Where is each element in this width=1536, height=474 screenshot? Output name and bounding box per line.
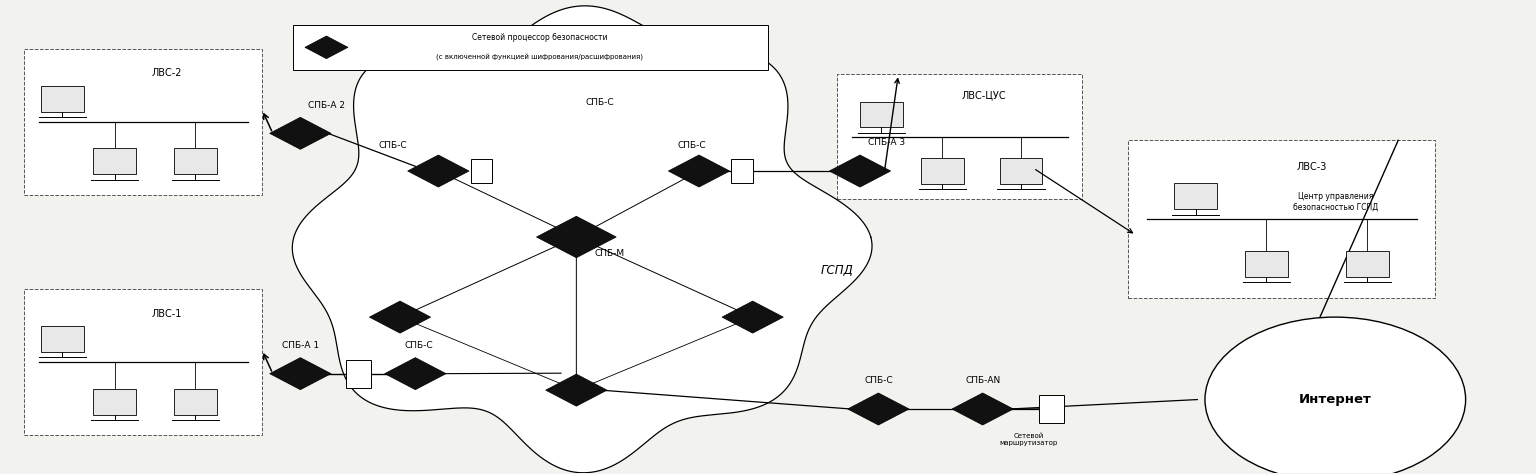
Polygon shape xyxy=(952,393,1014,425)
Text: СПБ-АN: СПБ-АN xyxy=(965,376,1000,385)
Text: СПБ-А 2: СПБ-А 2 xyxy=(309,101,346,110)
Text: ЛВС-ЦУС: ЛВС-ЦУС xyxy=(962,91,1006,100)
Polygon shape xyxy=(270,117,332,149)
FancyBboxPatch shape xyxy=(174,148,217,174)
Text: СПБ-А 3: СПБ-А 3 xyxy=(868,138,905,147)
Text: ЛВС-1: ЛВС-1 xyxy=(152,309,183,319)
Polygon shape xyxy=(369,301,430,333)
Text: Сетевой процессор безопасности: Сетевой процессор безопасности xyxy=(472,33,608,42)
Text: СПБ-М: СПБ-М xyxy=(594,249,625,258)
Polygon shape xyxy=(848,393,909,425)
Text: СПБ-С: СПБ-С xyxy=(378,141,407,150)
FancyBboxPatch shape xyxy=(41,326,84,352)
Text: Сетевой
маршрутизатор: Сетевой маршрутизатор xyxy=(1000,433,1058,446)
Text: ЛВС-3: ЛВС-3 xyxy=(1296,162,1327,172)
FancyBboxPatch shape xyxy=(1129,140,1435,298)
FancyBboxPatch shape xyxy=(1244,251,1287,277)
FancyBboxPatch shape xyxy=(25,289,263,435)
FancyBboxPatch shape xyxy=(1000,158,1043,183)
Text: СПБ-С: СПБ-С xyxy=(404,341,433,350)
Text: Интернет: Интернет xyxy=(1299,393,1372,406)
FancyBboxPatch shape xyxy=(837,74,1083,199)
Polygon shape xyxy=(384,357,445,390)
Text: Центр управления
безопасностью ГСПД: Центр управления безопасностью ГСПД xyxy=(1293,192,1378,211)
Text: СПБ-С: СПБ-С xyxy=(865,376,892,385)
Text: ЛВС-2: ЛВС-2 xyxy=(152,68,183,78)
FancyBboxPatch shape xyxy=(1175,183,1217,209)
FancyBboxPatch shape xyxy=(1346,251,1389,277)
FancyBboxPatch shape xyxy=(25,48,263,195)
Ellipse shape xyxy=(1204,317,1465,474)
Polygon shape xyxy=(292,6,872,473)
Polygon shape xyxy=(270,357,332,390)
Text: СПБ-С: СПБ-С xyxy=(585,99,614,108)
FancyBboxPatch shape xyxy=(922,158,965,183)
Text: СПБ-А 1: СПБ-А 1 xyxy=(281,341,319,350)
Text: (с включенной функцией шифрования/расшифрования): (с включенной функцией шифрования/расшиф… xyxy=(436,54,644,61)
Text: СПБ-С: СПБ-С xyxy=(677,141,705,150)
Text: ГСПД: ГСПД xyxy=(820,264,854,276)
Polygon shape xyxy=(407,155,468,187)
FancyBboxPatch shape xyxy=(860,101,903,128)
Polygon shape xyxy=(536,216,616,258)
Polygon shape xyxy=(829,155,891,187)
FancyBboxPatch shape xyxy=(293,25,768,70)
FancyBboxPatch shape xyxy=(731,159,753,183)
Polygon shape xyxy=(668,155,730,187)
FancyBboxPatch shape xyxy=(346,359,370,388)
FancyBboxPatch shape xyxy=(1040,395,1064,423)
FancyBboxPatch shape xyxy=(94,148,137,174)
FancyBboxPatch shape xyxy=(94,389,137,415)
Polygon shape xyxy=(722,301,783,333)
Polygon shape xyxy=(545,374,607,406)
FancyBboxPatch shape xyxy=(470,159,492,183)
FancyBboxPatch shape xyxy=(41,86,84,111)
FancyBboxPatch shape xyxy=(174,389,217,415)
Polygon shape xyxy=(306,36,347,59)
